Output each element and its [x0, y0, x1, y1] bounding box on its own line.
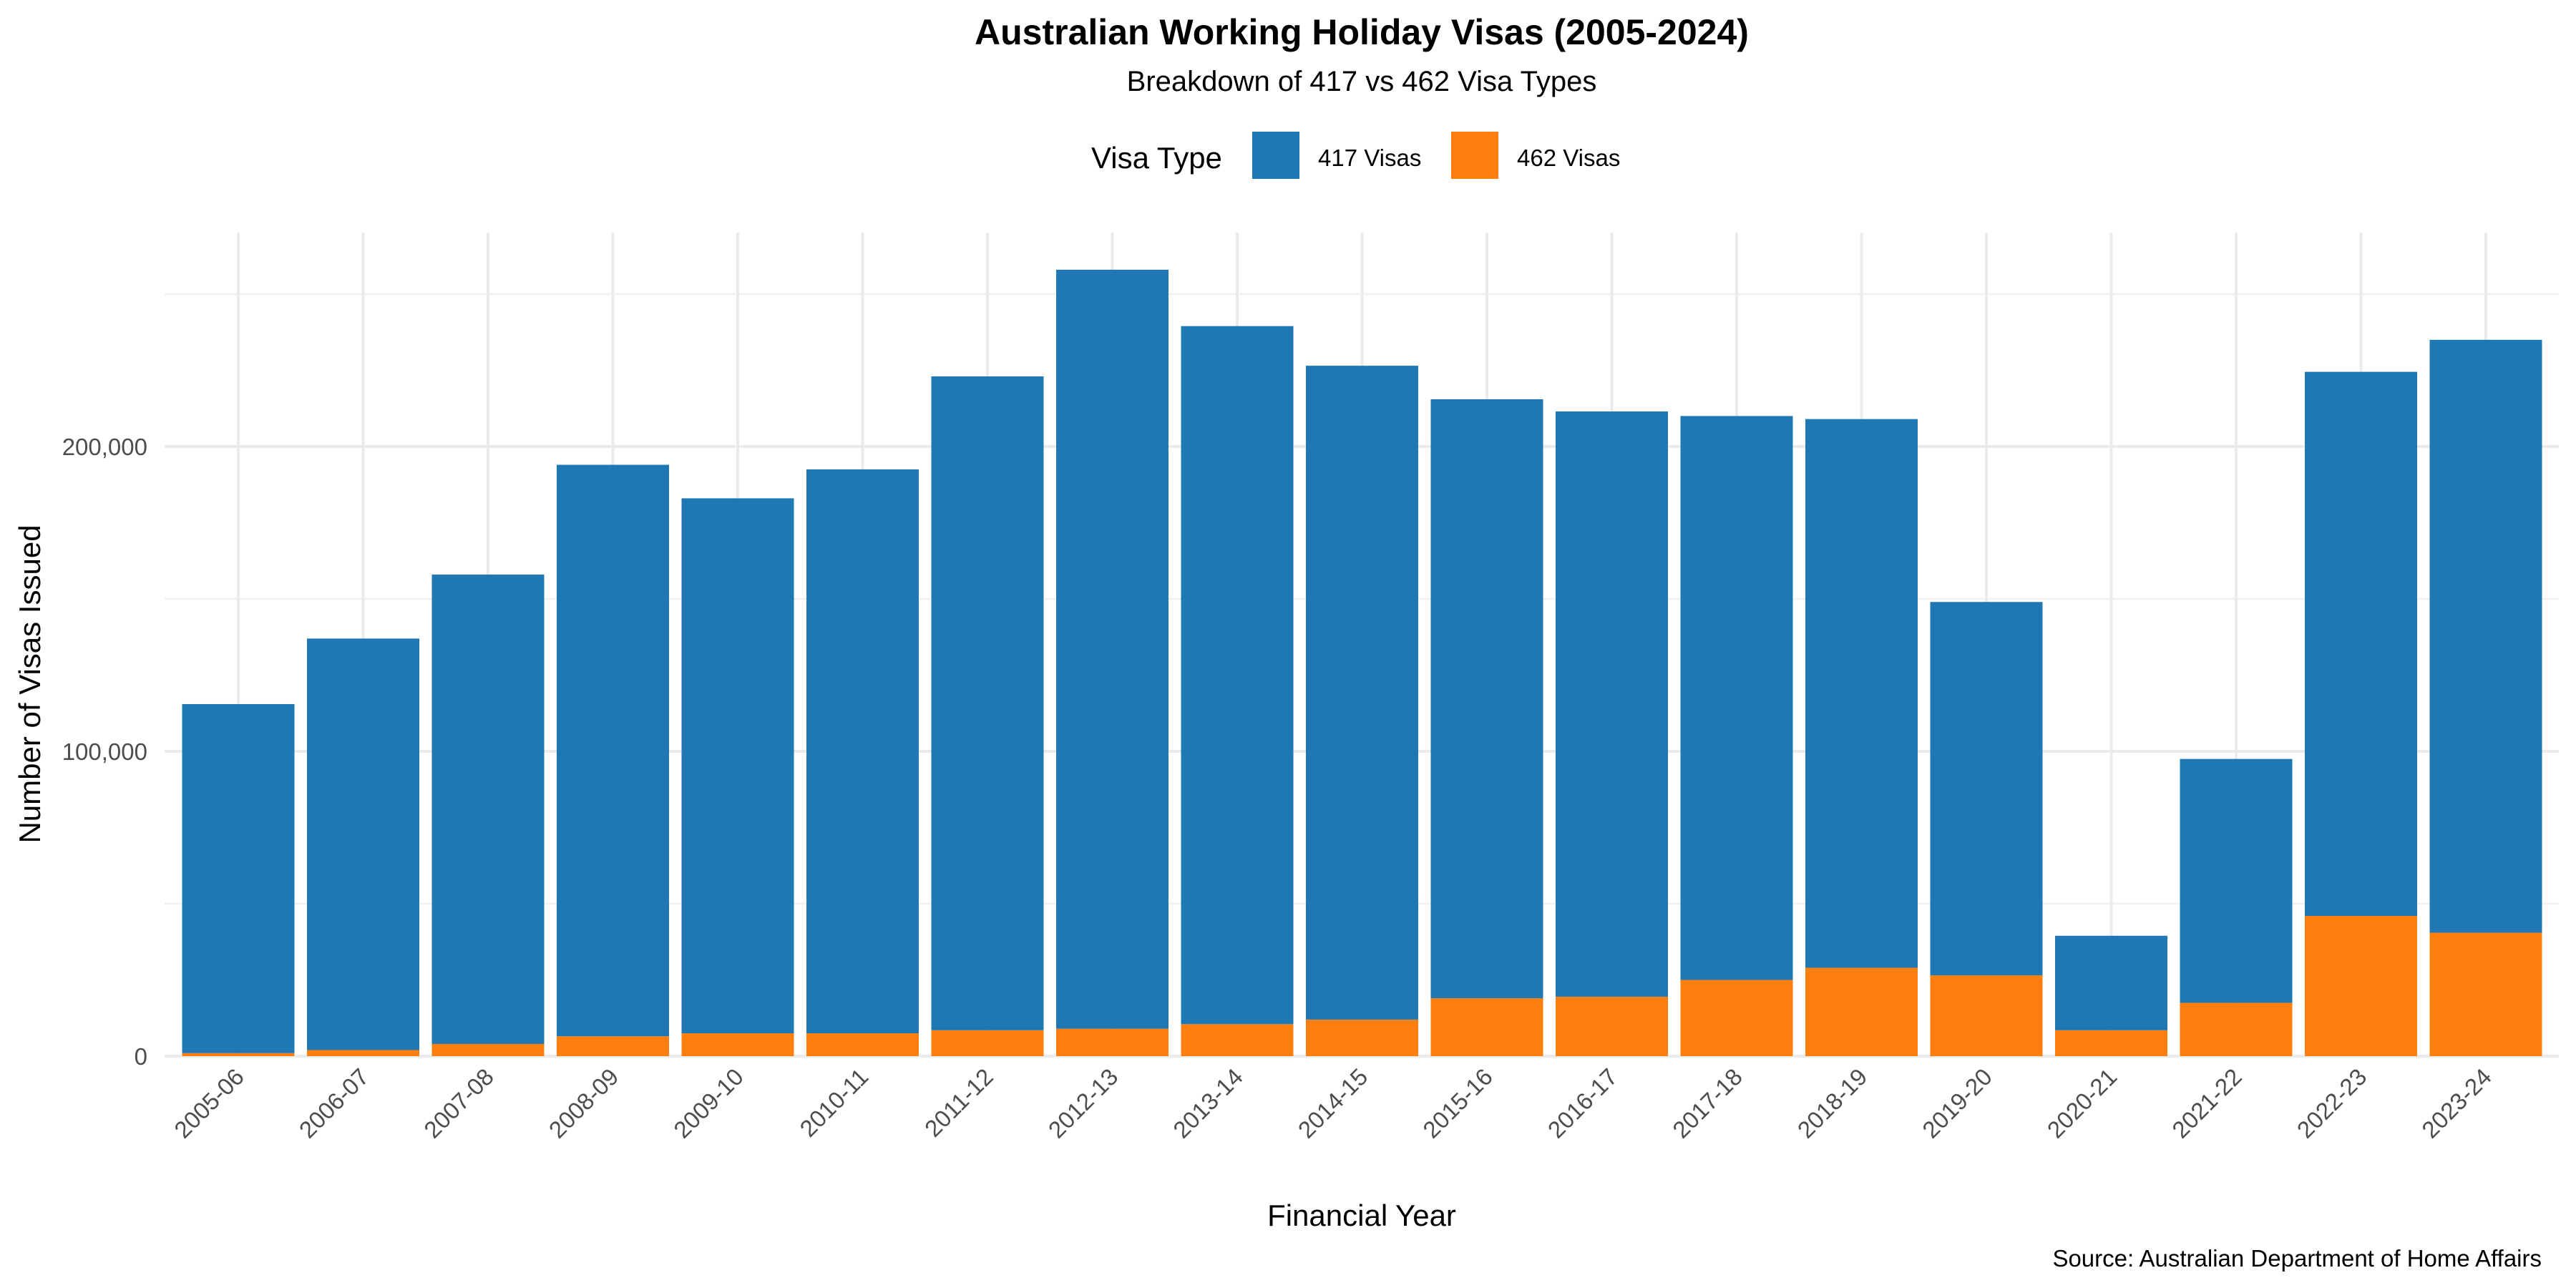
y-tick-label: 200,000: [62, 434, 147, 460]
x-tick-label: 2008-09: [544, 1063, 624, 1143]
x-axis-ticks: 2005-06 2006-07 2007-08 2008-09 2009-10 2010-…: [169, 1063, 2497, 1143]
bar-417-2023-24: [2429, 339, 2542, 933]
bar-417-2011-12: [931, 376, 1044, 1030]
legend-label-417: 417 Visas: [1318, 145, 1421, 171]
x-tick-label: 2021-22: [2167, 1063, 2247, 1143]
y-tick-label: 0: [135, 1043, 147, 1070]
bar-417-2013-14: [1181, 326, 1294, 1025]
bar-462-2011-12: [931, 1030, 1044, 1056]
bar-462-2012-13: [1056, 1028, 1169, 1056]
x-tick-label: 2022-23: [2292, 1063, 2372, 1143]
bar-462-2021-22: [2180, 1002, 2293, 1056]
y-tick-label: 100,000: [62, 738, 147, 765]
x-tick-label: 2016-17: [1543, 1063, 1623, 1143]
bar-462-2006-07: [307, 1050, 419, 1056]
x-tick-label: 2019-20: [1917, 1063, 1997, 1143]
x-tick-label: 2014-15: [1293, 1063, 1373, 1143]
bar-417-2016-17: [1556, 411, 1668, 997]
bar-462-2022-23: [2305, 916, 2417, 1056]
x-tick-label: 2018-19: [1792, 1063, 1873, 1143]
bar-417-2007-08: [431, 574, 545, 1044]
x-tick-label: 2009-10: [668, 1063, 748, 1143]
bar-417-2014-15: [1306, 366, 1418, 1020]
x-tick-label: 2020-21: [2042, 1063, 2122, 1143]
bar-417-2015-16: [1430, 399, 1543, 999]
x-tick-label: 2023-24: [2416, 1063, 2497, 1143]
x-tick-label: 2006-07: [294, 1063, 374, 1143]
bar-417-2018-19: [1805, 419, 1918, 968]
x-tick-label: 2013-14: [1168, 1063, 1248, 1143]
bar-462-2019-20: [1930, 975, 2043, 1056]
x-tick-label: 2015-16: [1418, 1063, 1498, 1143]
bar-462-2015-16: [1430, 998, 1543, 1056]
bar-462-2014-15: [1306, 1019, 1418, 1056]
y-axis-ticks: 0 100,000 200,000: [62, 434, 147, 1070]
bar-417-2006-07: [307, 638, 419, 1050]
x-tick-label: 2007-08: [419, 1063, 499, 1143]
bar-462-2023-24: [2429, 932, 2542, 1056]
legend-label-462: 462 Visas: [1517, 145, 1620, 171]
x-tick-label: 2010-11: [794, 1063, 873, 1142]
bar-417-2008-09: [557, 464, 669, 1037]
legend-swatch-462: [1451, 132, 1498, 179]
bar-462-2005-06: [182, 1053, 295, 1056]
x-tick-label: 2012-13: [1043, 1063, 1123, 1143]
bar-462-2020-21: [2055, 1030, 2167, 1056]
bar-462-2009-10: [681, 1033, 794, 1056]
bar-417-2005-06: [182, 703, 295, 1053]
bar-417-2022-23: [2305, 371, 2417, 917]
caption: Source: Australian Department of Home Af…: [2052, 1245, 2542, 1272]
bar-417-2010-11: [806, 469, 919, 1034]
bar-417-2020-21: [2055, 935, 2167, 1030]
y-axis-title: Number of Visas Issued: [13, 525, 47, 843]
bar-417-2012-13: [1056, 269, 1169, 1029]
x-tick-label: 2005-06: [169, 1063, 249, 1143]
bar-462-2016-17: [1556, 996, 1668, 1056]
chart-title: Australian Working Holiday Visas (2005-2…: [975, 12, 1749, 52]
legend: Visa Type 417 Visas 462 Visas: [1091, 132, 1620, 179]
legend-swatch-417: [1252, 132, 1299, 179]
x-tick-label: 2011-12: [919, 1063, 998, 1142]
x-axis-title: Financial Year: [1267, 1199, 1456, 1232]
bar-417-2019-20: [1930, 602, 2043, 976]
bar-417-2021-22: [2180, 758, 2293, 1003]
bar-462-2007-08: [431, 1043, 545, 1056]
chart-subtitle: Breakdown of 417 vs 462 Visa Types: [1127, 66, 1597, 97]
bar-417-2009-10: [681, 498, 794, 1034]
bar-462-2018-19: [1805, 967, 1918, 1056]
legend-title: Visa Type: [1091, 141, 1222, 175]
bar-462-2010-11: [806, 1033, 919, 1056]
x-tick-label: 2017-18: [1667, 1063, 1747, 1143]
bars: [182, 269, 2542, 1056]
bar-462-2013-14: [1181, 1024, 1294, 1056]
bar-462-2008-09: [557, 1036, 669, 1056]
bar-417-2017-18: [1680, 416, 1793, 980]
bar-462-2017-18: [1680, 980, 1793, 1056]
